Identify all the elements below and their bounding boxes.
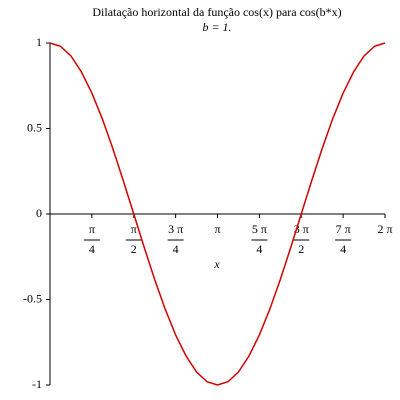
chart-subtitle: b = 1.	[202, 20, 231, 34]
y-tick-label: 0	[36, 206, 42, 220]
x-tick-label: π	[214, 222, 220, 236]
x-tick-label: 2 π	[377, 222, 392, 236]
chart-title: Dilatação horizontal da função cos(x) pa…	[92, 5, 341, 19]
y-tick-label: 1	[36, 35, 42, 49]
y-tick-label: 0.5	[27, 120, 42, 134]
x-axis-label: x	[213, 257, 220, 271]
curve	[49, 42, 386, 386]
y-tick-label: -1	[32, 377, 42, 391]
y-tick-label: -0.5	[23, 291, 42, 305]
